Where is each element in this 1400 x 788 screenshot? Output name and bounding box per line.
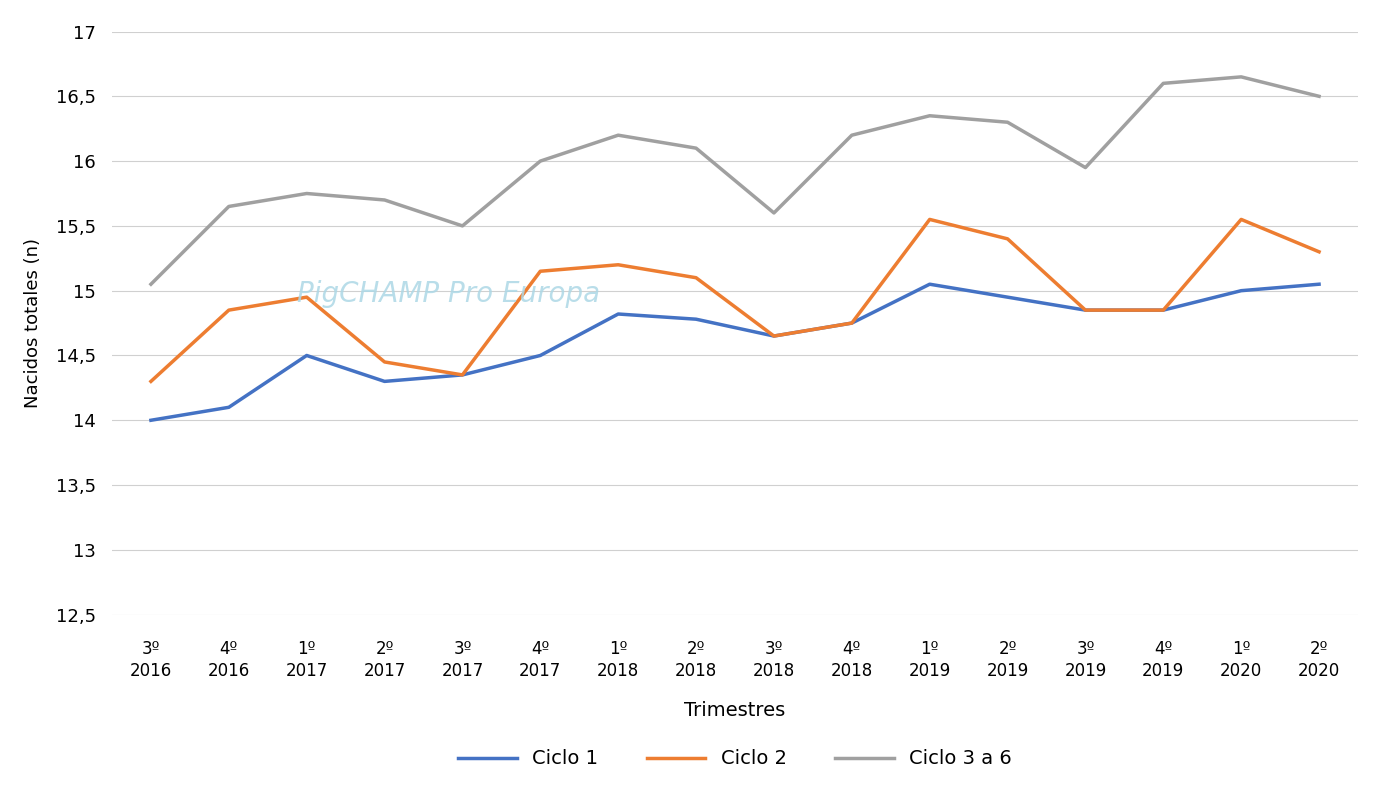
Text: 2016: 2016 [130, 662, 172, 680]
Ciclo 2 [1233, 214, 1250, 224]
Text: 4º: 4º [531, 640, 549, 658]
Ciclo 2 [766, 331, 783, 340]
Text: 3º: 3º [141, 640, 160, 658]
Ciclo 3 a 6 [377, 195, 393, 205]
Text: 2017: 2017 [286, 662, 328, 680]
Text: 2018: 2018 [675, 662, 717, 680]
Ciclo 3 a 6 [766, 208, 783, 217]
Text: 2017: 2017 [441, 662, 483, 680]
Ciclo 3 a 6 [843, 131, 860, 140]
Text: 2019: 2019 [1064, 662, 1106, 680]
Ciclo 3 a 6 [687, 143, 704, 153]
Text: 2018: 2018 [596, 662, 640, 680]
Text: 1º: 1º [297, 640, 316, 658]
Text: 3º: 3º [454, 640, 472, 658]
Text: Trimestres: Trimestres [685, 701, 785, 719]
Text: 2018: 2018 [830, 662, 874, 680]
Line: Ciclo 2: Ciclo 2 [151, 219, 1319, 381]
Ciclo 1 [1155, 306, 1172, 315]
Ciclo 2 [143, 377, 160, 386]
Text: PigCHAMP Pro Europa: PigCHAMP Pro Europa [297, 280, 601, 308]
Ciclo 2 [843, 318, 860, 328]
Text: 3º: 3º [1077, 640, 1095, 658]
Text: 4º: 4º [220, 640, 238, 658]
Text: 4º: 4º [843, 640, 861, 658]
Line: Ciclo 3 a 6: Ciclo 3 a 6 [151, 77, 1319, 284]
Ciclo 3 a 6 [1155, 79, 1172, 88]
Text: 2019: 2019 [909, 662, 951, 680]
Ciclo 1 [143, 415, 160, 425]
Ciclo 2 [921, 214, 938, 224]
Ciclo 2 [532, 266, 549, 276]
Text: 2017: 2017 [364, 662, 406, 680]
Ciclo 2 [454, 370, 470, 380]
Ciclo 1 [1000, 292, 1016, 302]
Ciclo 3 a 6 [1233, 72, 1250, 82]
Ciclo 2 [220, 306, 237, 315]
Text: 2019: 2019 [987, 662, 1029, 680]
Text: 2018: 2018 [753, 662, 795, 680]
Ciclo 2 [1000, 234, 1016, 243]
Ciclo 3 a 6 [1000, 117, 1016, 127]
Text: 2020: 2020 [1298, 662, 1340, 680]
Ciclo 3 a 6 [921, 111, 938, 121]
Ciclo 2 [1077, 306, 1093, 315]
Ciclo 2 [377, 357, 393, 366]
Ciclo 1 [766, 331, 783, 340]
Ciclo 1 [687, 314, 704, 324]
Text: 2016: 2016 [207, 662, 251, 680]
Ciclo 1 [298, 351, 315, 360]
Text: 2º: 2º [1310, 640, 1329, 658]
Ciclo 2 [1310, 247, 1327, 257]
Ciclo 2 [1155, 306, 1172, 315]
Legend: Ciclo 1, Ciclo 2, Ciclo 3 a 6: Ciclo 1, Ciclo 2, Ciclo 3 a 6 [458, 749, 1012, 768]
Text: 1º: 1º [921, 640, 939, 658]
Ciclo 3 a 6 [1310, 91, 1327, 101]
Text: 2017: 2017 [519, 662, 561, 680]
Text: 2020: 2020 [1219, 662, 1263, 680]
Text: 1º: 1º [609, 640, 627, 658]
Ciclo 3 a 6 [143, 280, 160, 289]
Ciclo 2 [610, 260, 627, 269]
Text: 2º: 2º [998, 640, 1016, 658]
Ciclo 1 [921, 280, 938, 289]
Ciclo 2 [298, 292, 315, 302]
Y-axis label: Nacidos totales (n): Nacidos totales (n) [24, 238, 42, 408]
Ciclo 3 a 6 [298, 189, 315, 199]
Ciclo 3 a 6 [1077, 163, 1093, 173]
Ciclo 3 a 6 [220, 202, 237, 211]
Ciclo 1 [532, 351, 549, 360]
Ciclo 1 [377, 377, 393, 386]
Ciclo 3 a 6 [532, 156, 549, 165]
Text: 1º: 1º [1232, 640, 1250, 658]
Ciclo 1 [843, 318, 860, 328]
Text: 2019: 2019 [1142, 662, 1184, 680]
Ciclo 2 [687, 273, 704, 282]
Line: Ciclo 1: Ciclo 1 [151, 284, 1319, 420]
Ciclo 1 [1077, 306, 1093, 315]
Ciclo 3 a 6 [454, 221, 470, 231]
Ciclo 1 [220, 403, 237, 412]
Text: 4º: 4º [1154, 640, 1172, 658]
Ciclo 1 [454, 370, 470, 380]
Text: 3º: 3º [764, 640, 783, 658]
Ciclo 1 [610, 309, 627, 318]
Text: 2º: 2º [375, 640, 393, 658]
Ciclo 1 [1233, 286, 1250, 296]
Ciclo 1 [1310, 280, 1327, 289]
Ciclo 3 a 6 [610, 131, 627, 140]
Text: 2º: 2º [687, 640, 706, 658]
